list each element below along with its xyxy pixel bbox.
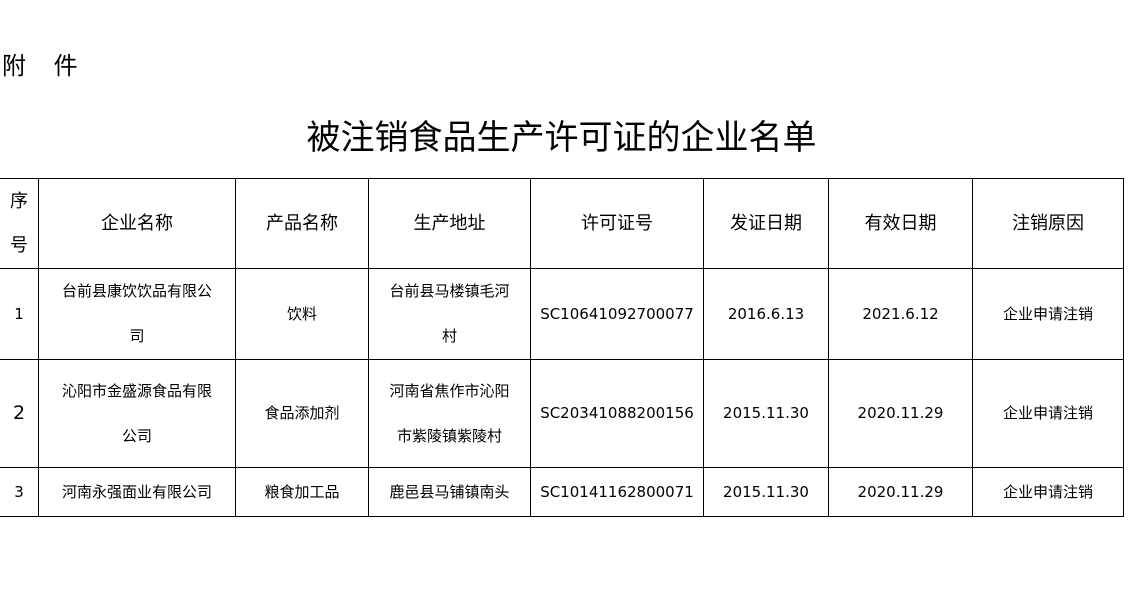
- cell-license: SC20341088200156: [530, 359, 704, 468]
- header-license: 许可证号: [530, 178, 704, 269]
- document-title: 被注销食品生产许可证的企业名单: [306, 118, 817, 158]
- header-company: 企业名称: [38, 178, 236, 269]
- cell-index: 2: [0, 359, 39, 468]
- cell-index: 1: [0, 268, 39, 360]
- cell-reason: 企业申请注销: [972, 467, 1124, 517]
- cell-product: 食品添加剂: [235, 359, 369, 468]
- cell-issue-date: 2016.6.13: [703, 268, 829, 360]
- cell-company: 河南永强面业有限公司: [38, 467, 236, 517]
- cell-expiry-date: 2020.11.29: [828, 467, 973, 517]
- cell-company: 沁阳市金盛源食品有限公司: [38, 359, 236, 468]
- attachment-label: 附 件: [2, 52, 88, 80]
- cell-license: SC10141162800071: [530, 467, 704, 517]
- table-row: 1 台前县康饮饮品有限公司 饮料 台前县马楼镇毛河村 SC10641092700…: [0, 268, 1124, 360]
- cell-product: 饮料: [235, 268, 369, 360]
- cell-address: 河南省焦作市沁阳市紫陵镇紫陵村: [368, 359, 531, 468]
- table-row: 3 河南永强面业有限公司 粮食加工品 鹿邑县马铺镇南头 SC1014116280…: [0, 467, 1124, 517]
- revoked-license-table: 序号 企业名称 产品名称 生产地址 许可证号 发证日期 有效日期 注销原因 1 …: [0, 178, 1124, 517]
- cell-reason: 企业申请注销: [972, 268, 1124, 360]
- cell-expiry-date: 2020.11.29: [828, 359, 973, 468]
- header-issue-date: 发证日期: [703, 178, 829, 269]
- cell-product: 粮食加工品: [235, 467, 369, 517]
- cell-index: 3: [0, 467, 39, 517]
- cell-expiry-date: 2021.6.12: [828, 268, 973, 360]
- cell-license: SC10641092700077: [530, 268, 704, 360]
- cell-address: 台前县马楼镇毛河村: [368, 268, 531, 360]
- cell-issue-date: 2015.11.30: [703, 359, 829, 468]
- cell-reason: 企业申请注销: [972, 359, 1124, 468]
- cell-address: 鹿邑县马铺镇南头: [368, 467, 531, 517]
- header-index: 序号: [0, 178, 39, 269]
- header-address: 生产地址: [368, 178, 531, 269]
- table-row: 2 沁阳市金盛源食品有限公司 食品添加剂 河南省焦作市沁阳市紫陵镇紫陵村 SC2…: [0, 359, 1124, 468]
- header-reason: 注销原因: [972, 178, 1124, 269]
- table-header-row: 序号 企业名称 产品名称 生产地址 许可证号 发证日期 有效日期 注销原因: [0, 178, 1124, 269]
- cell-company: 台前县康饮饮品有限公司: [38, 268, 236, 360]
- cell-issue-date: 2015.11.30: [703, 467, 829, 517]
- header-expiry-date: 有效日期: [828, 178, 973, 269]
- header-product: 产品名称: [235, 178, 369, 269]
